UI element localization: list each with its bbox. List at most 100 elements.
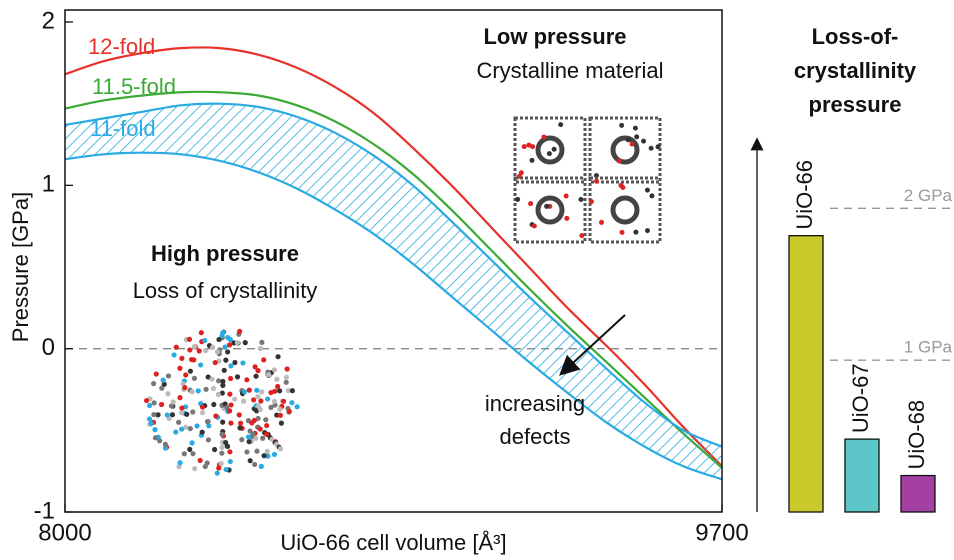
atom <box>234 340 241 346</box>
atom <box>219 431 225 437</box>
atom <box>644 228 650 234</box>
atom <box>633 229 639 235</box>
atom <box>283 379 289 385</box>
atom <box>188 356 195 363</box>
atom <box>179 410 185 416</box>
atom <box>220 378 226 385</box>
unit-cell <box>588 176 662 244</box>
atom <box>212 446 218 453</box>
atom <box>191 375 198 381</box>
y-tick-label: 1 GPa <box>904 338 953 357</box>
atom <box>206 423 212 429</box>
atom <box>189 440 195 446</box>
atom <box>277 446 283 452</box>
atom <box>588 199 594 205</box>
atom <box>177 460 183 466</box>
atom <box>164 412 170 418</box>
series-label: 12-fold <box>88 34 155 59</box>
atom <box>143 397 150 404</box>
atom <box>151 411 157 418</box>
series-label: 11.5-fold <box>92 74 176 99</box>
atom <box>579 233 585 239</box>
atom <box>283 374 289 380</box>
atom <box>227 342 233 348</box>
atom <box>253 373 259 379</box>
atom <box>271 367 278 373</box>
x-tick-label: 8000 <box>38 519 91 546</box>
annotation: defects <box>500 424 571 449</box>
atom <box>257 406 264 413</box>
atom <box>211 401 217 408</box>
chart-title: crystallinity <box>794 58 917 83</box>
atom <box>237 425 243 431</box>
atom <box>261 453 267 459</box>
atom <box>563 193 569 199</box>
atom <box>199 410 206 416</box>
defect-arrow <box>559 314 626 376</box>
atom <box>203 347 209 354</box>
atom <box>541 134 547 140</box>
atom <box>198 362 204 368</box>
line-series <box>64 90 723 469</box>
atom <box>186 336 193 342</box>
atom <box>225 349 231 355</box>
x-axis-label: UiO-66 cell volume [Å³] <box>280 530 506 555</box>
annotation: Loss of crystallinity <box>133 278 318 303</box>
atom <box>204 460 210 466</box>
atom <box>641 138 647 144</box>
atom <box>264 422 270 429</box>
atom <box>219 390 225 396</box>
atom <box>228 420 234 426</box>
left-chart: 12-fold 11.5-fold 11-fold -1 0 1 2 8000 9700 UiO-… <box>8 7 749 554</box>
atom <box>177 395 183 401</box>
atom <box>152 435 159 441</box>
atom <box>151 400 157 406</box>
atom <box>252 364 258 370</box>
atom <box>275 354 281 360</box>
atom <box>219 450 225 456</box>
atom <box>521 144 527 150</box>
atom <box>616 158 622 164</box>
atom <box>255 368 261 374</box>
atom <box>259 389 265 395</box>
atom <box>159 385 165 391</box>
atom <box>528 201 534 207</box>
category-label: UiO-66 <box>792 160 817 230</box>
atom <box>289 388 296 394</box>
atom <box>265 453 271 459</box>
category-label: UiO-67 <box>848 363 873 433</box>
atom <box>147 402 153 409</box>
atom <box>196 348 202 354</box>
atom <box>184 411 190 417</box>
line-series <box>64 46 723 468</box>
atom <box>151 380 157 387</box>
atom <box>216 378 222 384</box>
band-edge <box>64 102 723 448</box>
atom <box>183 372 189 378</box>
atom <box>257 426 263 432</box>
atom <box>148 420 154 426</box>
atom <box>190 451 196 457</box>
atom <box>187 347 193 353</box>
atom <box>268 389 274 396</box>
atom <box>251 397 257 403</box>
atom <box>655 144 661 150</box>
atom <box>195 388 201 394</box>
atom <box>619 229 625 235</box>
atom <box>649 193 655 199</box>
atom <box>173 429 179 435</box>
atom <box>158 401 165 408</box>
atom <box>277 388 283 394</box>
atom <box>245 434 251 440</box>
atom <box>226 408 233 414</box>
y-axis-label: Pressure [GPa] <box>8 192 33 342</box>
right-chart: Loss-of-crystallinity pressure 1 GPa 2 GPa U… <box>750 24 954 513</box>
atom <box>165 391 171 397</box>
atom <box>551 146 557 152</box>
atom <box>183 424 189 430</box>
atom <box>239 437 245 443</box>
atom <box>152 427 158 433</box>
atom <box>277 412 284 418</box>
atom <box>263 417 269 423</box>
